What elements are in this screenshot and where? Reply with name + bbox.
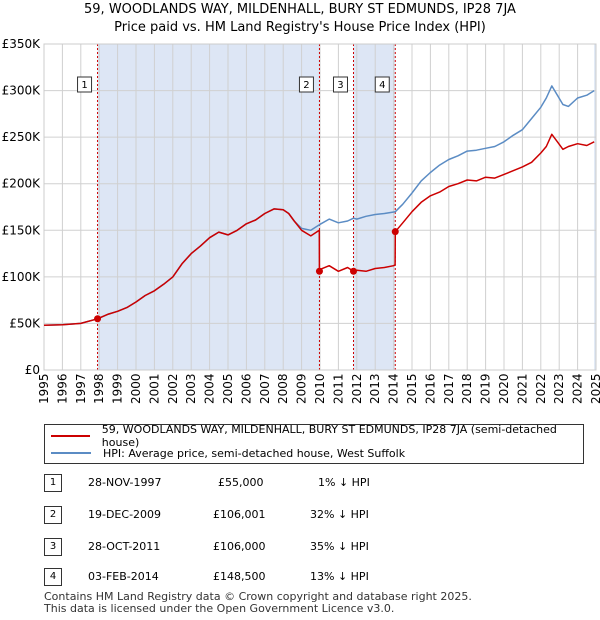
x-tick-label: 2024 bbox=[571, 373, 585, 404]
sale-label: 2 bbox=[303, 80, 309, 91]
y-tick-label: £0 bbox=[25, 363, 40, 377]
sale-label-box bbox=[332, 76, 348, 93]
x-tick-label: 2021 bbox=[515, 373, 529, 404]
x-tick-label: 1996 bbox=[55, 373, 69, 404]
x-tick-label: 2010 bbox=[313, 373, 327, 404]
x-tick-label: 2019 bbox=[479, 373, 493, 404]
sale-label-box bbox=[298, 76, 314, 93]
x-tick-label: 2002 bbox=[166, 373, 180, 404]
x-tick-label: 1999 bbox=[111, 373, 125, 404]
transaction-hpi: 35% ↓ HPI bbox=[310, 540, 369, 553]
sale-point bbox=[94, 315, 102, 323]
footer-license: This data is licensed under the Open Gov… bbox=[44, 602, 395, 615]
legend-item-property: 59, WOODLANDS WAY, MILDENHALL, BURY ST E… bbox=[51, 423, 583, 449]
sale-point bbox=[349, 267, 357, 275]
transaction-number: 1 bbox=[44, 474, 62, 492]
y-tick-label: £200K bbox=[2, 177, 42, 191]
legend-item-hpi: HPI: Average price, semi-detached house,… bbox=[51, 445, 405, 461]
x-tick-label: 2023 bbox=[552, 373, 566, 404]
legend-label-hpi: HPI: Average price, semi-detached house,… bbox=[103, 446, 406, 460]
transaction-row: 1 28-NOV-1997 £55,000 1% ↓ HPI bbox=[0, 474, 600, 492]
x-tick-label: 2012 bbox=[350, 373, 364, 404]
shaded-period bbox=[353, 44, 396, 370]
legend-swatch-hpi bbox=[51, 452, 91, 454]
x-tick-label: 2011 bbox=[331, 373, 345, 404]
transaction-price: £106,001 bbox=[213, 508, 266, 521]
y-tick-label: £350K bbox=[2, 37, 42, 51]
sale-label: 4 bbox=[379, 80, 385, 91]
x-tick-label: 1998 bbox=[92, 373, 106, 404]
transaction-row: 3 28-OCT-2011 £106,000 35% ↓ HPI bbox=[0, 538, 600, 556]
transaction-hpi: 32% ↓ HPI bbox=[310, 508, 369, 521]
x-tick-label: 2005 bbox=[221, 373, 235, 404]
plot-frame bbox=[43, 43, 597, 371]
x-tick-label: 2025 bbox=[589, 373, 600, 404]
x-tick-label: 2006 bbox=[239, 373, 253, 404]
chart-title-line1: 59, WOODLANDS WAY, MILDENHALL, BURY ST E… bbox=[84, 2, 516, 17]
sale-label-box bbox=[77, 76, 93, 93]
property-price-line bbox=[43, 133, 595, 327]
transaction-date: 03-FEB-2014 bbox=[88, 570, 159, 583]
x-tick-label: 2022 bbox=[534, 373, 548, 404]
transaction-number: 4 bbox=[44, 568, 62, 586]
x-tick-label: 2013 bbox=[368, 373, 382, 404]
x-tick-label: 2016 bbox=[423, 373, 437, 404]
transaction-price: £148,500 bbox=[213, 570, 266, 583]
transaction-price: £106,000 bbox=[213, 540, 266, 553]
sale-point bbox=[391, 228, 399, 236]
y-tick-label: £150K bbox=[2, 223, 42, 237]
footer-copyright: Contains HM Land Registry data © Crown c… bbox=[44, 590, 472, 603]
transaction-price: £55,000 bbox=[218, 476, 264, 489]
x-tick-label: 2000 bbox=[129, 373, 143, 404]
shaded-period bbox=[97, 44, 320, 370]
legend-label-property: 59, WOODLANDS WAY, MILDENHALL, BURY ST E… bbox=[101, 423, 557, 449]
transaction-number: 3 bbox=[44, 538, 62, 556]
sale-label: 3 bbox=[337, 80, 343, 91]
sale-point bbox=[315, 267, 323, 275]
x-tick-label: 2004 bbox=[203, 373, 217, 404]
shaded-period bbox=[594, 44, 596, 370]
x-tick-label: 1995 bbox=[37, 373, 51, 404]
x-tick-label: 2018 bbox=[460, 373, 474, 404]
transaction-date: 28-NOV-1997 bbox=[88, 476, 162, 489]
x-tick-label: 2003 bbox=[184, 373, 198, 404]
x-tick-label: 2009 bbox=[295, 373, 309, 404]
transaction-date: 28-OCT-2011 bbox=[88, 540, 161, 553]
transaction-row: 2 19-DEC-2009 £106,001 32% ↓ HPI bbox=[0, 506, 600, 524]
legend-swatch-property bbox=[51, 435, 90, 437]
x-tick-label: 1997 bbox=[74, 373, 88, 404]
x-tick-label: 2008 bbox=[276, 373, 290, 404]
x-tick-label: 2001 bbox=[147, 373, 161, 404]
price-chart: 1 2 3 4 £0 £50K £100K £150K £200K £250K £300K £350K… bbox=[2, 37, 600, 404]
x-tick-label: 2007 bbox=[258, 373, 272, 404]
chart-legend: 59, WOODLANDS WAY, MILDENHALL, BURY ST E… bbox=[44, 423, 584, 464]
y-tick-label: £300K bbox=[2, 84, 42, 98]
y-tick-label: £50K bbox=[9, 316, 41, 330]
x-tick-label: 2014 bbox=[387, 373, 401, 404]
y-tick-label: £100K bbox=[2, 270, 42, 284]
transaction-hpi: 13% ↓ HPI bbox=[310, 570, 369, 583]
x-tick-label: 2017 bbox=[442, 373, 456, 404]
transaction-hpi: 1% ↓ HPI bbox=[318, 476, 370, 489]
transaction-row: 4 03-FEB-2014 £148,500 13% ↓ HPI bbox=[0, 568, 600, 586]
x-tick-label: 2015 bbox=[405, 373, 419, 404]
sale-label: 1 bbox=[81, 80, 87, 91]
chart-title-line2: Price paid vs. HM Land Registry's House … bbox=[114, 20, 486, 35]
transaction-date: 19-DEC-2009 bbox=[88, 508, 162, 521]
x-tick-label: 2020 bbox=[497, 373, 511, 404]
transaction-number: 2 bbox=[44, 506, 62, 524]
sale-label-box bbox=[374, 76, 390, 93]
y-tick-label: £250K bbox=[2, 130, 42, 144]
